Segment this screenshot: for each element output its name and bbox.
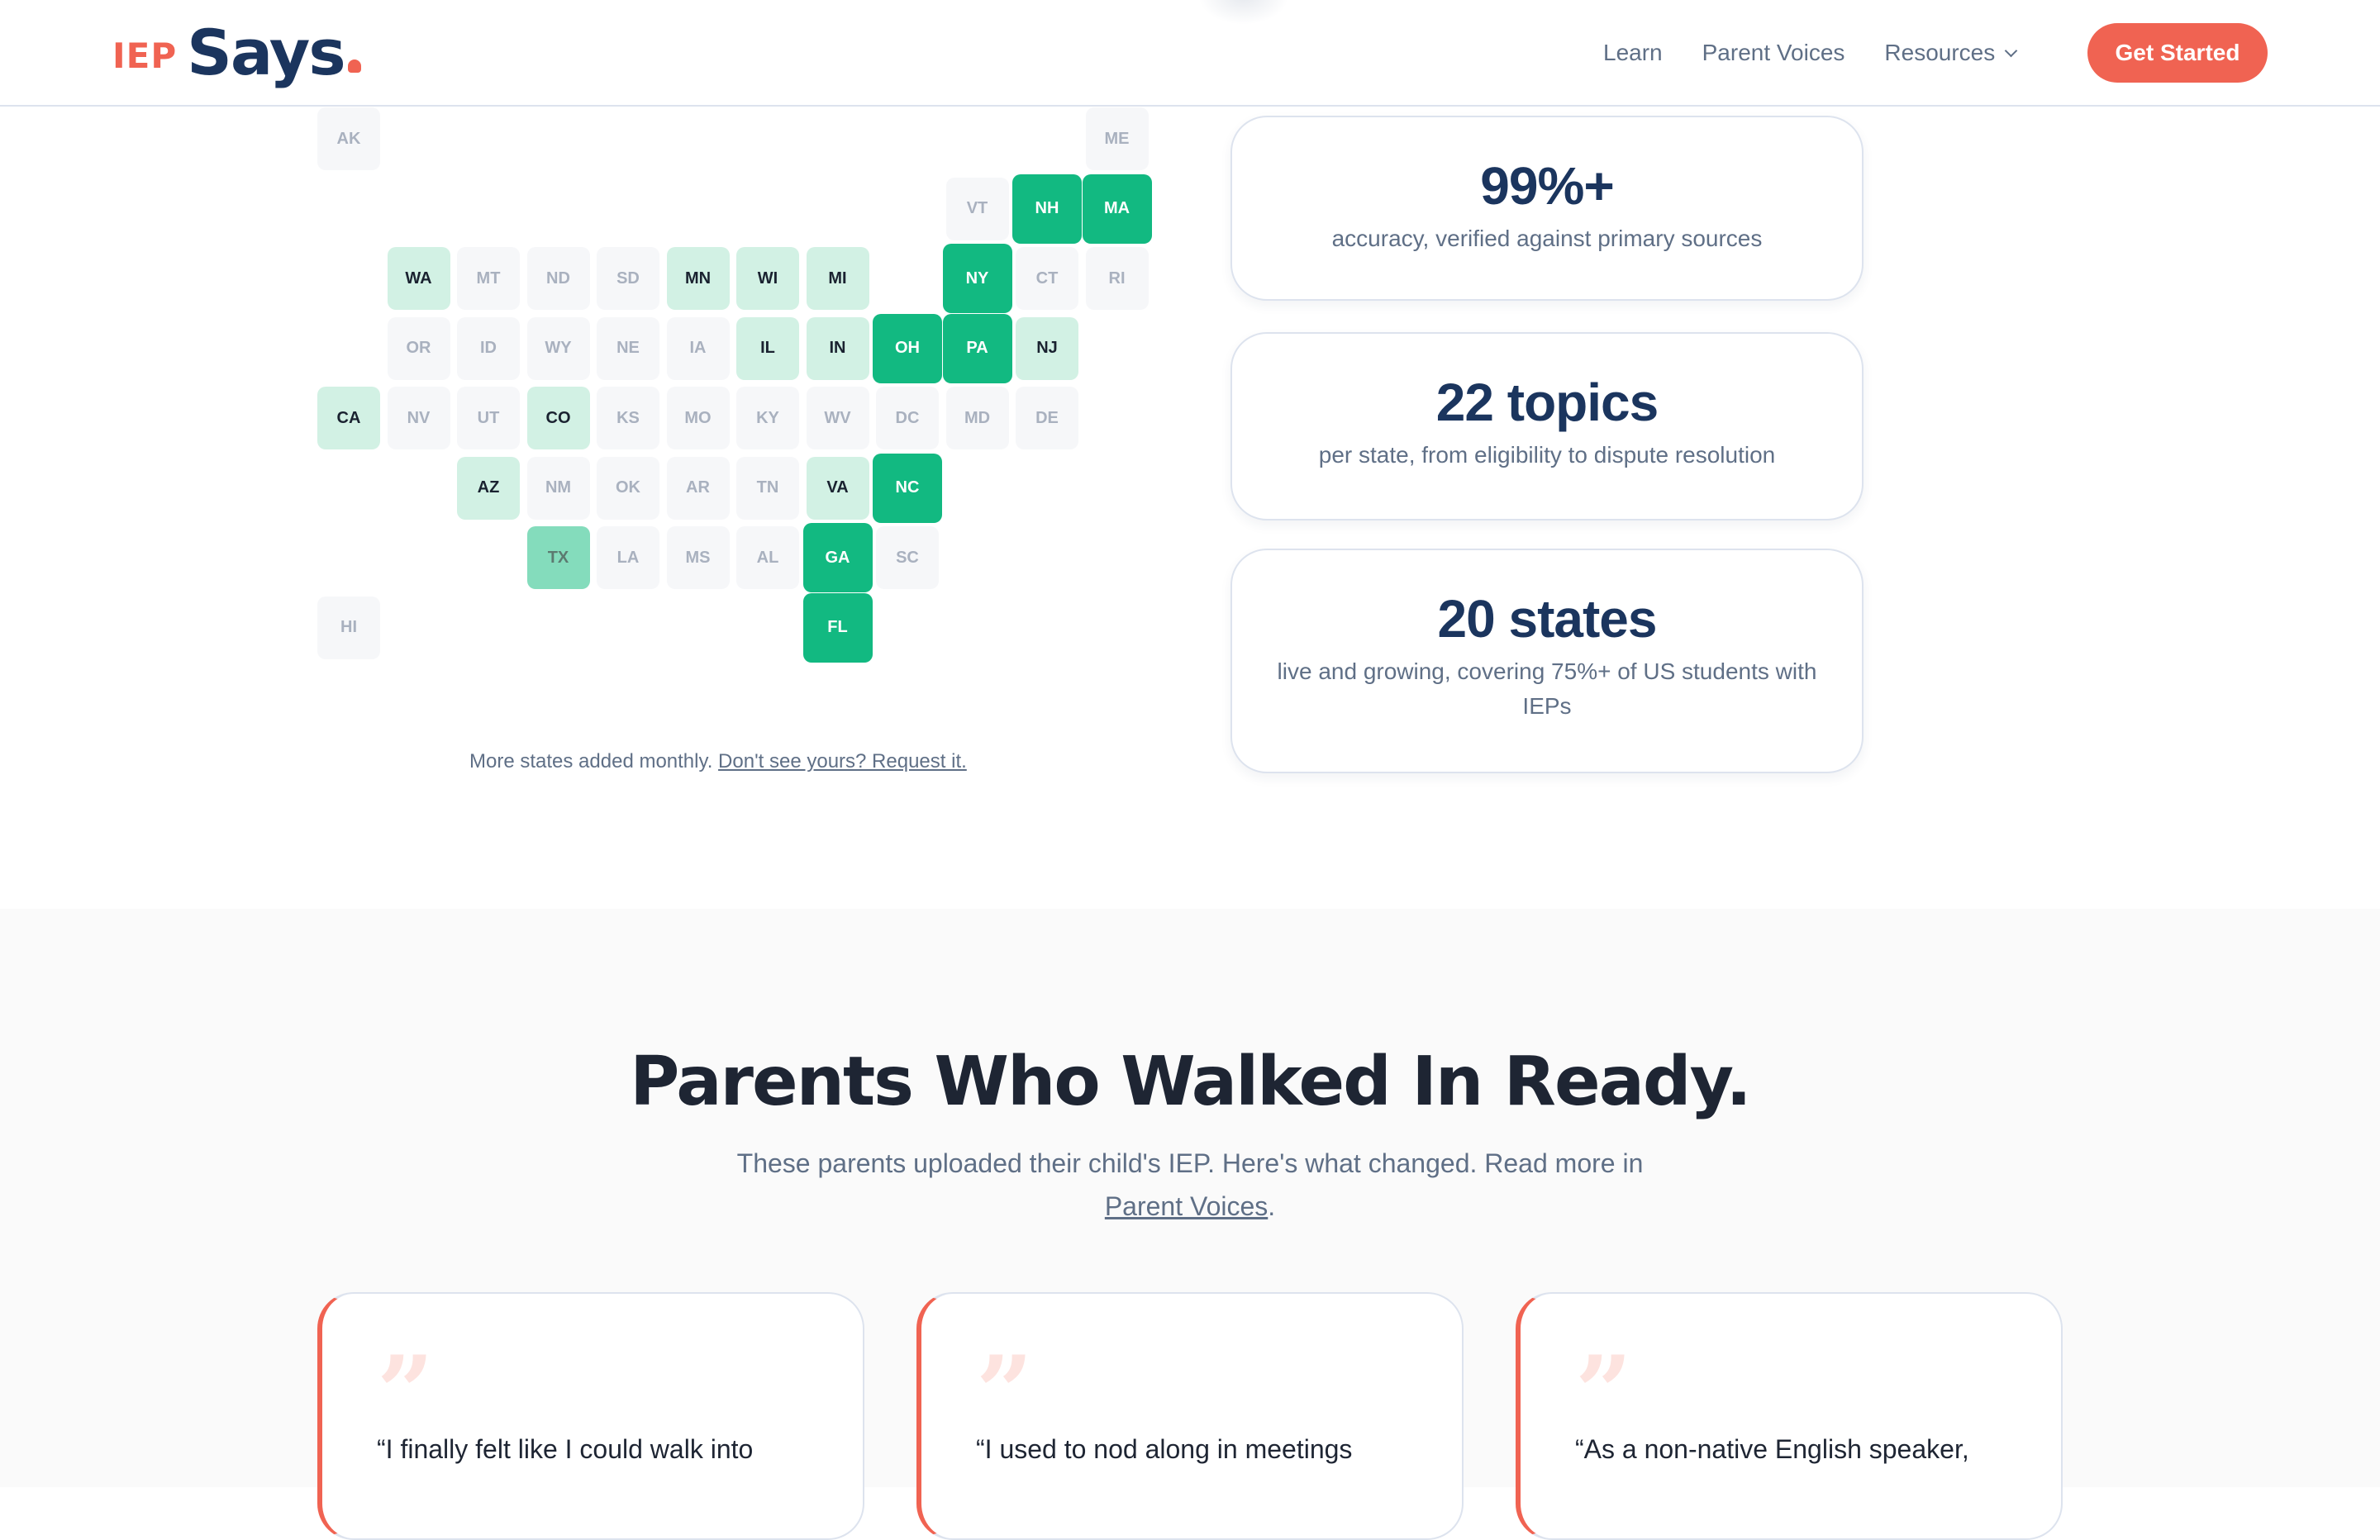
- state-tile-ar[interactable]: AR: [666, 456, 730, 520]
- request-state-link[interactable]: Don't see yours? Request it.: [718, 750, 967, 772]
- state-tile-il[interactable]: IL: [736, 316, 799, 380]
- state-tile-az[interactable]: AZ: [457, 456, 520, 520]
- state-tile-wi[interactable]: WI: [736, 247, 799, 310]
- testimonial-card: ” “I used to nod along in meetings: [916, 1292, 1464, 1540]
- state-tile-wv[interactable]: WV: [806, 387, 869, 449]
- logo-name: Says: [187, 16, 345, 89]
- state-tile-nv[interactable]: NV: [387, 387, 450, 449]
- state-tile-fl[interactable]: FL: [802, 592, 873, 663]
- state-tile-ne[interactable]: NE: [597, 316, 659, 380]
- stat-value: 99%+: [1480, 156, 1614, 216]
- state-tile-ct[interactable]: CT: [1016, 247, 1078, 310]
- state-tile-mi[interactable]: MI: [806, 247, 869, 310]
- testimonial-quote: “I finally felt like I could walk into: [377, 1434, 754, 1464]
- map-note: More states added monthly. Don't see you…: [469, 750, 967, 773]
- nav-resources-label: Resources: [1884, 40, 1996, 65]
- state-tile-me[interactable]: ME: [1085, 107, 1149, 170]
- state-tile-or[interactable]: OR: [387, 316, 450, 380]
- stat-caption: per state, from eligibility to dispute r…: [1318, 442, 1776, 468]
- state-tile-ok[interactable]: OK: [597, 456, 659, 520]
- state-tile-in[interactable]: IN: [806, 316, 869, 380]
- state-tile-pa[interactable]: PA: [942, 313, 1012, 383]
- state-tile-id[interactable]: ID: [457, 316, 520, 380]
- state-tile-al[interactable]: AL: [736, 526, 799, 589]
- site-header: IEP Says Learn Parent Voices Resources G…: [0, 0, 2380, 107]
- nav-resources[interactable]: Resources: [1884, 40, 2018, 66]
- state-tile-ky[interactable]: KY: [736, 387, 799, 449]
- state-tile-co[interactable]: CO: [526, 387, 590, 449]
- state-tile-dc[interactable]: DC: [876, 387, 939, 449]
- state-tile-ak[interactable]: AK: [317, 107, 380, 170]
- state-tile-nh[interactable]: NH: [1012, 173, 1082, 244]
- state-tile-nm[interactable]: NM: [526, 456, 590, 520]
- testimonials-lede: These parents uploaded their child's IEP…: [711, 1142, 1669, 1228]
- state-tile-nd[interactable]: ND: [526, 247, 590, 310]
- nav-parent-voices[interactable]: Parent Voices: [1702, 40, 1845, 65]
- state-coverage-map: AK ME VT NH MA WA MT ND SD MN WI MI NY CT RI OR ID WY NE IA…: [317, 107, 1160, 686]
- state-tile-mn[interactable]: MN: [666, 247, 730, 310]
- state-tile-vt[interactable]: VT: [945, 177, 1009, 240]
- logo-dot-icon: [347, 59, 361, 73]
- state-tile-ny[interactable]: NY: [942, 244, 1012, 313]
- testimonial-quote: “I used to nod along in meetings: [976, 1434, 1353, 1464]
- state-tile-ma[interactable]: MA: [1082, 173, 1152, 244]
- stat-card-topics: 22 topics per state, from eligibility to…: [1230, 332, 1864, 520]
- testimonial-card: ” “I finally felt like I could walk into: [317, 1292, 864, 1540]
- testimonial-quote: “As a non-native English speaker,: [1575, 1434, 1969, 1464]
- logo[interactable]: IEP Says: [112, 21, 361, 84]
- state-tile-md[interactable]: MD: [945, 387, 1009, 449]
- state-tile-ri[interactable]: RI: [1085, 247, 1149, 310]
- state-tile-ca[interactable]: CA: [317, 387, 380, 449]
- state-tile-sc[interactable]: SC: [876, 526, 939, 589]
- state-tile-ks[interactable]: KS: [597, 387, 659, 449]
- state-tile-mt[interactable]: MT: [457, 247, 520, 310]
- stat-caption: live and growing, covering 75%+ of US st…: [1277, 658, 1817, 719]
- quote-icon: ”: [1575, 1334, 1633, 1451]
- state-tile-ga[interactable]: GA: [802, 523, 873, 592]
- stat-value: 20 states: [1437, 589, 1658, 649]
- state-tile-sd[interactable]: SD: [597, 247, 659, 310]
- nav-learn[interactable]: Learn: [1603, 40, 1663, 65]
- stat-card-states: 20 states live and growing, covering 75%…: [1230, 549, 1864, 773]
- stat-value: 22 topics: [1435, 373, 1659, 432]
- state-tile-hi[interactable]: HI: [317, 596, 380, 659]
- quote-icon: ”: [976, 1334, 1034, 1451]
- state-tile-mo[interactable]: MO: [666, 387, 730, 449]
- state-tile-ut[interactable]: UT: [457, 387, 520, 449]
- map-note-text: More states added monthly.: [469, 750, 713, 772]
- state-tile-nj[interactable]: NJ: [1016, 316, 1078, 380]
- state-tile-de[interactable]: DE: [1016, 387, 1078, 449]
- state-tile-tn[interactable]: TN: [736, 456, 799, 520]
- testimonial-card: ” “As a non-native English speaker,: [1516, 1292, 2063, 1540]
- testimonials-heading: Parents Who Walked In Ready.: [630, 1043, 1751, 1121]
- state-tile-ia[interactable]: IA: [666, 316, 730, 380]
- state-tile-la[interactable]: LA: [597, 526, 659, 589]
- logo-prefix: IEP: [112, 36, 178, 76]
- state-tile-tx[interactable]: TX: [526, 526, 590, 589]
- state-tile-wa[interactable]: WA: [387, 247, 450, 310]
- quote-icon: ”: [377, 1334, 435, 1451]
- lede-text: These parents uploaded their child's IEP…: [736, 1148, 1644, 1178]
- chevron-down-icon: [2004, 44, 2018, 57]
- parent-voices-link[interactable]: Parent Voices: [1104, 1191, 1269, 1221]
- main-nav: Learn Parent Voices Resources: [1603, 30, 2055, 76]
- get-started-button[interactable]: Get Started: [2087, 23, 2268, 83]
- state-tile-ms[interactable]: MS: [666, 526, 730, 589]
- lede-punctuation: .: [1268, 1191, 1276, 1221]
- state-tile-va[interactable]: VA: [806, 456, 869, 520]
- state-tile-wy[interactable]: WY: [526, 316, 590, 380]
- stat-card-accuracy: 99%+ accuracy, verified against primary …: [1230, 116, 1864, 301]
- stat-caption: accuracy, verified against primary sourc…: [1331, 226, 1763, 251]
- state-tile-nc[interactable]: NC: [873, 453, 942, 523]
- state-tile-oh[interactable]: OH: [873, 313, 942, 383]
